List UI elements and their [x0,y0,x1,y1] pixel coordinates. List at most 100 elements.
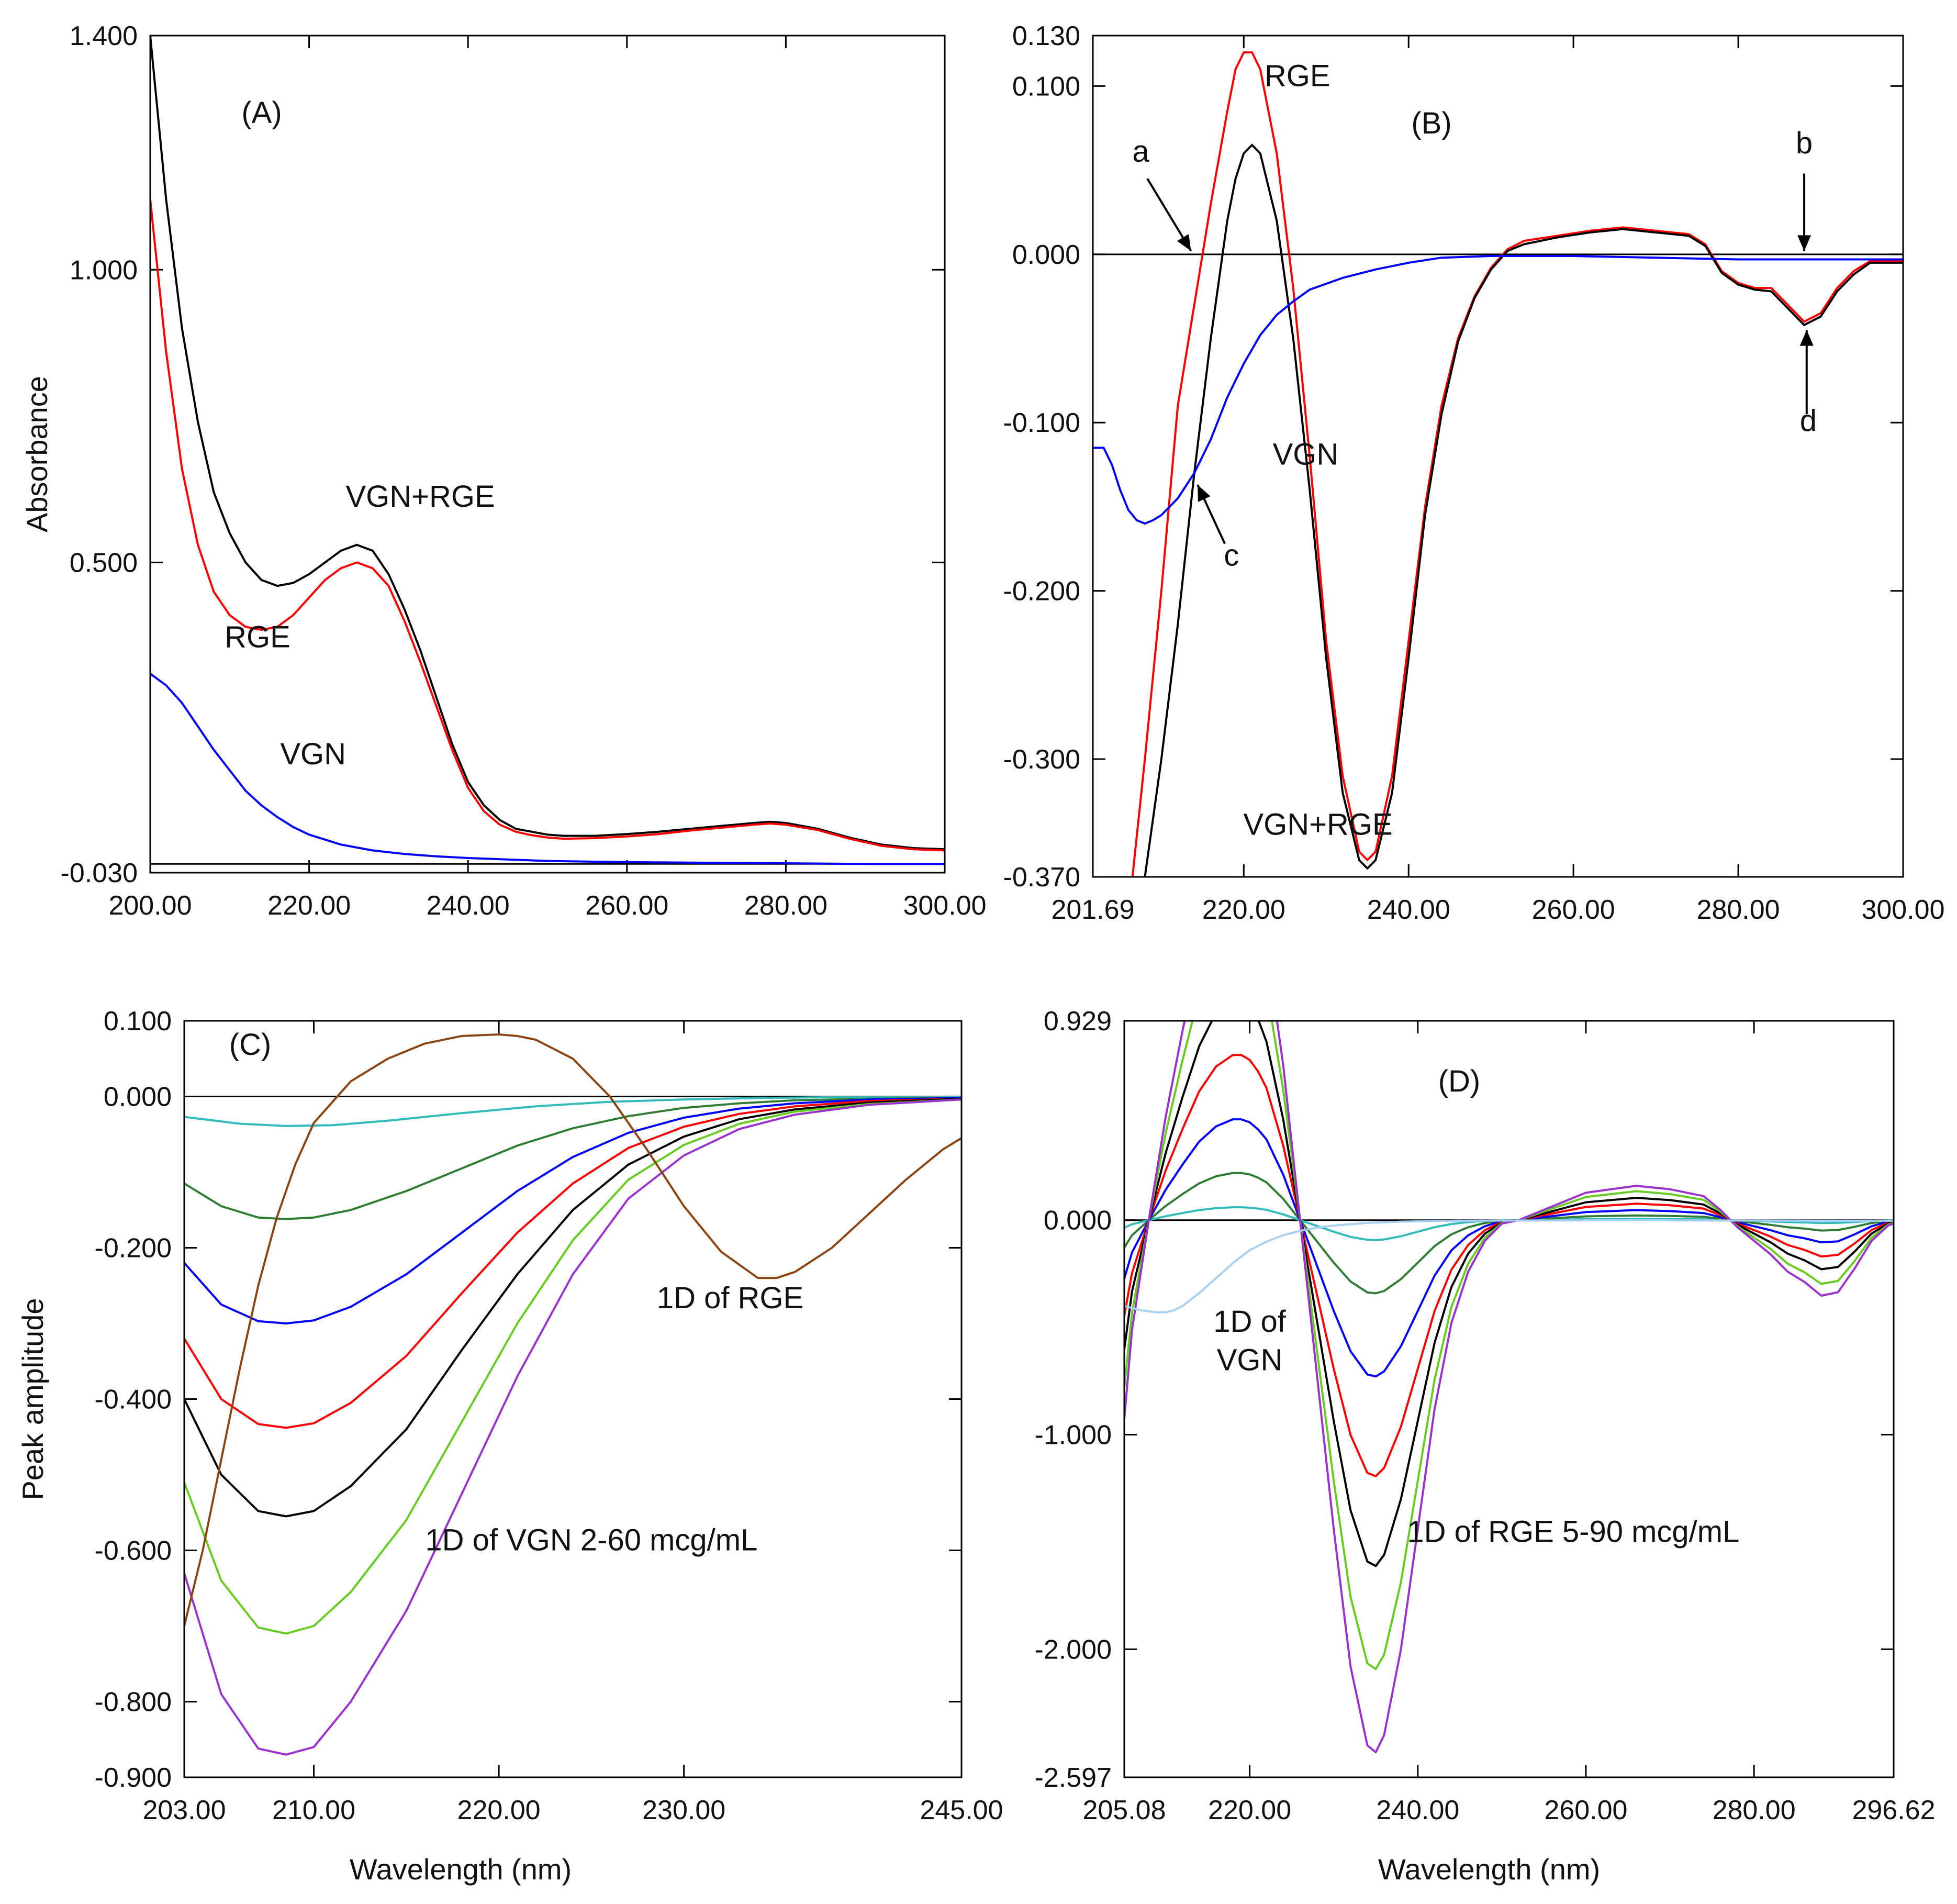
x-tick-label: 260.00 [1544,1795,1627,1825]
series-line-rge-45 [1124,1054,1894,1477]
annotation-label: VGN [280,737,346,771]
x-tick-label: 220.00 [267,890,351,921]
series-line-vgn-50 [184,1098,961,1635]
y-tick-label: -0.600 [95,1536,172,1566]
x-tick-label: 240.00 [1367,895,1450,925]
series-line-vgn [1093,255,1903,525]
y-tick-label: 0.000 [1044,1206,1112,1236]
x-tick-label: 220.00 [1208,1795,1291,1825]
x-tick-label: 260.00 [585,890,668,921]
x-tick-label: 280.00 [1713,1795,1796,1825]
x-tick-label: 230.00 [642,1795,725,1825]
series-line-rge-5 [1124,1206,1894,1241]
x-tick-label: 203.00 [142,1795,226,1825]
y-tick-label: 0.929 [1044,1006,1112,1037]
y-tick-label: -0.300 [1003,744,1080,775]
plot-frame [1123,1020,1895,1778]
y-tick-label: -0.370 [1003,862,1080,893]
y-tick-label: 0.000 [1012,240,1080,270]
annotation-arrowhead-b [1797,235,1811,251]
series-line-rge-75 [1124,1021,1894,1671]
x-tick-label: 220.00 [457,1795,541,1825]
annotation-label: d [1800,404,1817,438]
annotation-label: VGN [1273,438,1339,472]
y-tick-label: 1.000 [70,255,138,285]
y-tick-label: 0.100 [104,1006,172,1037]
annotation-label: 1D of VGN 2-60 mcg/mL [425,1523,757,1557]
series-group [184,1033,961,1756]
x-tick-label: 240.00 [1376,1795,1459,1825]
panel-label: (B) [1411,106,1451,140]
x-tick-label: 280.00 [1697,895,1780,925]
x-axis-label-d: Wavelength (nm) [1378,1853,1600,1886]
y-tick-label: 0.130 [1012,21,1080,51]
series-line-vgn-10 [184,1097,961,1220]
annotation-label: c [1224,538,1239,572]
panel-d-rge-derivative-series: 205.08 220.00 240.00 260.00 280.00 296.62 0.92… [1035,1006,1936,1825]
series-line-1d-of-vgn [1124,1219,1894,1313]
series-line-vgn-30 [184,1097,961,1429]
x-tick-label: 245.00 [920,1795,1003,1825]
x-tick-label: 280.00 [744,890,827,921]
panel-a-absorbance-spectra: 200.00 220.00 240.00 260.00 280.00 300.00 1.40… [20,21,987,921]
x-tick-label: 240.00 [427,890,510,921]
annotation-label: RGE [1265,59,1330,93]
annotation-arrowhead-a [1177,233,1191,251]
y-axis-label: Peak amplitude [16,1298,49,1500]
panel-label: (D) [1438,1064,1481,1098]
series-line-rge [150,199,945,852]
y-tick-label: -0.100 [1003,408,1080,438]
x-tick-label: 200.00 [108,890,192,921]
series-line-vgn [150,673,945,865]
series-group [1124,1021,1894,1754]
series-line-1d-of-rge [184,1033,961,1627]
y-tick-label: 0.500 [70,548,138,578]
x-tick-label: 300.00 [1861,895,1944,925]
x-tick-label: 210.00 [272,1795,355,1825]
annotation-label: VGN+RGE [345,480,495,514]
series-line-rge [1131,51,1903,877]
panel-label: (C) [229,1028,272,1062]
annotation-label: VGN+RGE [1243,808,1392,842]
series-line-vgn-20 [184,1097,961,1324]
y-tick-label: -0.800 [95,1687,172,1718]
series-line-rge-30 [1124,1118,1894,1378]
x-tick-label: 296.62 [1852,1795,1935,1825]
series-group [150,36,945,865]
series-line-vgn-60 [184,1098,961,1756]
y-axis-label: Absorbance [20,376,53,532]
annotation-label: a [1132,135,1149,169]
y-tick-label: -2.000 [1035,1634,1112,1665]
annotation-label: b [1796,126,1813,160]
panel-b-first-derivative: 201.69 220.00 240.00 260.00 280.00 300.00 0.13… [1003,21,1945,925]
series-line-vgn-40 [184,1097,961,1518]
x-tick-label: 220.00 [1202,895,1285,925]
series-line-rge-60 [1124,1021,1894,1567]
y-tick-label: -0.030 [61,858,138,888]
y-tick-label: 0.100 [1012,71,1080,102]
series-line-vgn-2 [184,1096,961,1127]
series-line-rge-90 [1124,1021,1894,1754]
y-tick-label: -0.400 [95,1385,172,1415]
x-tick-label: 300.00 [903,890,986,921]
series-group [1093,51,1903,877]
annotation-arrowhead-c [1198,485,1211,502]
y-tick-label: -0.200 [95,1233,172,1264]
annotation-label: VGN [1217,1343,1283,1377]
series-line-vgn-rge [150,36,945,851]
plot-frame [149,35,946,874]
plot-frame [183,1020,963,1778]
y-tick-label: 1.400 [70,21,138,51]
x-axis-label-c: Wavelength (nm) [350,1853,572,1886]
panel-label: (A) [241,96,282,130]
annotation-label: 1D of RGE [657,1281,803,1315]
y-tick-label: -2.597 [1035,1763,1112,1793]
y-tick-label: 0.000 [104,1082,172,1112]
x-tick-label: 260.00 [1532,895,1615,925]
y-tick-label: -0.900 [95,1763,172,1793]
x-tick-label: 205.08 [1082,1795,1166,1825]
series-line-rge-15 [1124,1172,1894,1295]
series-line-vgn-rge [1144,143,1903,877]
annotation-label: 1D of [1213,1305,1287,1339]
